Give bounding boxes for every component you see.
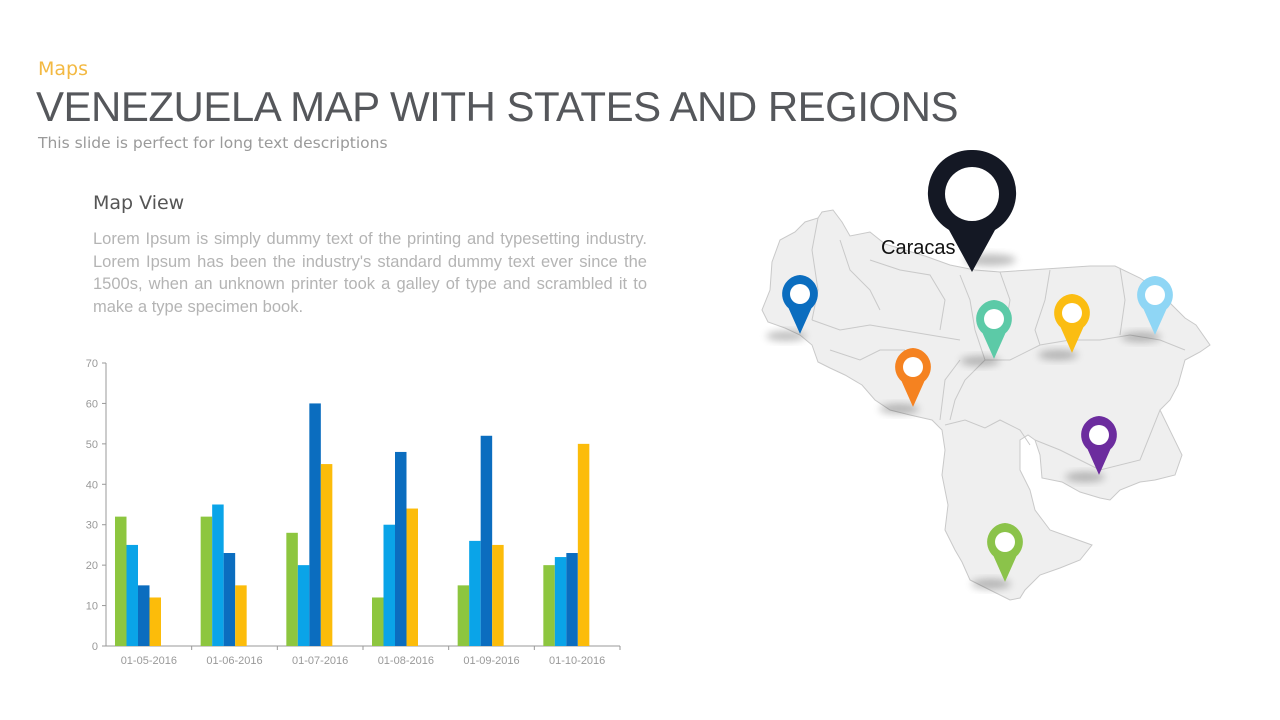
pin-teal-icon[interactable] [960, 300, 1012, 366]
pin-purple-icon[interactable] [1065, 416, 1117, 482]
bar [149, 597, 161, 646]
bar [286, 532, 298, 646]
y-tick-label: 50 [86, 439, 98, 451]
x-tick-label: 01-09-2016 [463, 655, 519, 667]
bar-chart: 0 10 20 30 40 50 60 70 01-05-2016 01-06-2016 01-07… [86, 358, 621, 667]
x-tick-label: 01-08-2016 [378, 655, 434, 667]
y-tick-label: 30 [86, 520, 98, 532]
pin-lightblue-icon[interactable] [1121, 276, 1173, 342]
body-text: Lorem Ipsum is simply dummy text of the … [93, 230, 647, 316]
bar [457, 585, 470, 646]
bar [235, 585, 247, 646]
bar [200, 516, 213, 646]
pin-green-icon[interactable] [971, 523, 1023, 589]
venezuela-map [761, 149, 1211, 601]
pin-orange-icon[interactable] [879, 348, 931, 414]
y-tick-label: 10 [86, 601, 98, 613]
bar [543, 565, 555, 646]
y-tick-label: 20 [86, 560, 98, 572]
page-title: VENEZUELA MAP WITH STATES AND REGIONS [36, 83, 959, 130]
bar [566, 553, 578, 646]
bar [406, 508, 418, 646]
pin-blue-icon[interactable] [766, 275, 818, 341]
bar [297, 565, 310, 646]
bar [395, 451, 407, 646]
y-tick-label: 40 [86, 479, 98, 491]
capital-label: Caracas [881, 237, 956, 259]
capital-pin[interactable] [927, 149, 1017, 272]
x-tick-label: 01-07-2016 [292, 655, 348, 667]
x-tick-label: 01-10-2016 [549, 655, 605, 667]
map-shape [761, 209, 1211, 601]
bar [138, 585, 150, 646]
bar [223, 553, 236, 646]
y-tick-label: 60 [86, 398, 98, 410]
bar [115, 516, 127, 646]
x-tick-label: 01-05-2016 [121, 655, 177, 667]
pin-yellow-icon[interactable] [1038, 294, 1090, 360]
y-tick-label: 0 [92, 641, 98, 653]
bar [469, 540, 481, 646]
bar [212, 504, 224, 646]
bar [492, 544, 504, 646]
bar [320, 464, 333, 646]
page-subtitle: This slide is perfect for long text desc… [38, 134, 388, 152]
bar [372, 597, 384, 646]
bar [383, 524, 395, 646]
bar [554, 557, 567, 646]
bar [480, 435, 493, 646]
bar [577, 443, 590, 646]
kicker-label: Maps [38, 58, 88, 80]
x-tick-label: 01-06-2016 [206, 655, 262, 667]
bar [309, 403, 321, 646]
bar [126, 544, 138, 646]
section-title: Map View [93, 192, 185, 214]
y-tick-label: 70 [86, 358, 98, 370]
